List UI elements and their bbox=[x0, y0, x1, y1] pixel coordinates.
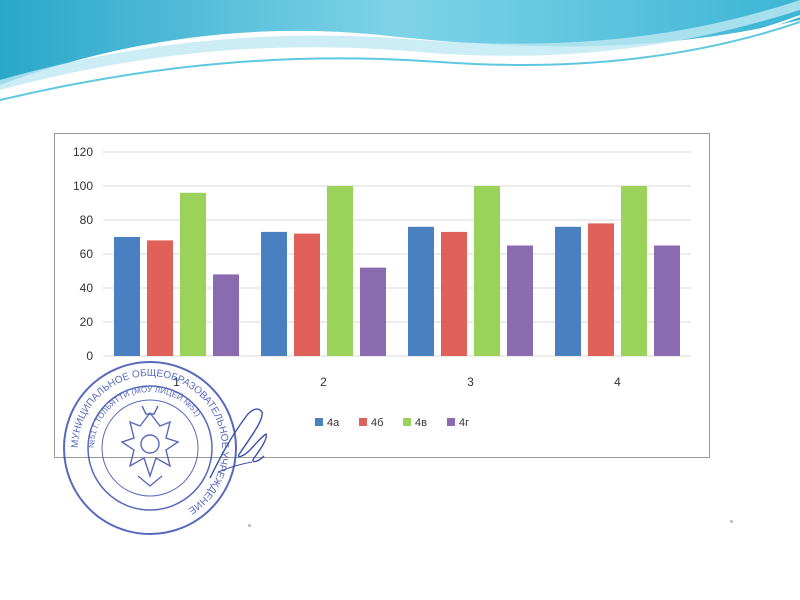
y-tick-label: 0 bbox=[86, 349, 93, 363]
y-tick-label: 120 bbox=[73, 145, 93, 159]
x-tick-label: 1 bbox=[173, 375, 180, 389]
bar-4г-4 bbox=[654, 245, 680, 356]
speck bbox=[730, 520, 733, 523]
bar-4в-1 bbox=[180, 192, 206, 356]
x-tick-label: 4 bbox=[614, 375, 621, 389]
bar-4в-2 bbox=[327, 186, 353, 356]
signature bbox=[209, 408, 267, 479]
bar-4г-3 bbox=[507, 245, 533, 356]
chart-frame: 0 20 40 60 80 100 120 1 2 3 4 4а 4б 4в 4г bbox=[54, 133, 710, 458]
bar-4а-1 bbox=[114, 237, 140, 356]
speck bbox=[248, 524, 251, 527]
y-tick-label: 20 bbox=[80, 315, 94, 329]
bar-4в-4 bbox=[621, 186, 647, 356]
bar-4б-4 bbox=[588, 223, 614, 356]
y-tick-label: 60 bbox=[80, 247, 94, 261]
bar-4а-4 bbox=[555, 226, 581, 356]
bar-4в-3 bbox=[474, 186, 500, 356]
legend-label: 4б bbox=[371, 417, 383, 429]
legend-swatch bbox=[359, 418, 367, 426]
bar-chart: 0 20 40 60 80 100 120 1 2 3 4 4а 4б 4в 4г bbox=[73, 145, 691, 429]
y-tick-label: 40 bbox=[80, 281, 94, 295]
bar-4б-2 bbox=[294, 233, 320, 356]
legend-label: 4а bbox=[327, 417, 340, 429]
y-tick-label: 80 bbox=[80, 213, 94, 227]
bar-4г-1 bbox=[213, 274, 239, 356]
legend-swatch bbox=[403, 418, 411, 426]
bar-4а-2 bbox=[261, 231, 287, 356]
legend-label: 4в bbox=[415, 417, 427, 429]
bar-4г-2 bbox=[360, 267, 386, 356]
bar-4б-3 bbox=[441, 231, 467, 356]
bar-4б-1 bbox=[147, 240, 173, 356]
legend-swatch bbox=[315, 418, 323, 426]
official-stamp: МУНИЦИПАЛЬНОЕ ОБЩЕОБРАЗОВАТЕЛЬНОЕ УЧРЕЖД… bbox=[63, 361, 237, 535]
legend-label: 4г bbox=[459, 417, 469, 429]
y-tick-label: 100 bbox=[73, 179, 93, 193]
x-tick-label: 3 bbox=[467, 375, 474, 389]
header-wave-decoration bbox=[0, 0, 800, 101]
x-tick-label: 2 bbox=[320, 375, 327, 389]
legend-swatch bbox=[447, 418, 455, 426]
bar-4а-3 bbox=[408, 226, 434, 356]
